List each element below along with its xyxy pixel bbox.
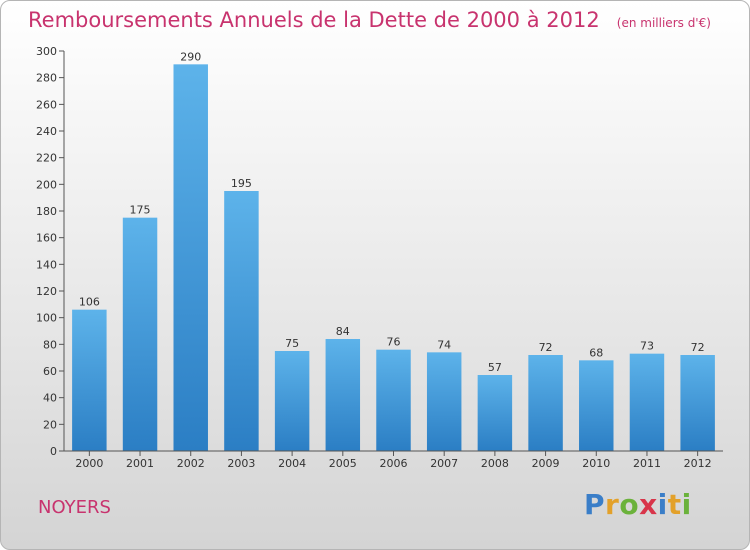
bar-2000 [72,309,107,451]
bar-2001 [122,217,158,451]
commune-name: NOYERS [38,497,111,518]
bar-2006 [376,349,411,451]
bar-2002 [173,64,208,452]
y-tick-label: 140 [36,258,57,271]
x-tick-label-2001: 2001 [126,457,154,470]
y-tick-label: 60 [43,365,57,378]
x-tick-label-2007: 2007 [430,457,458,470]
logo-letter: r [605,488,620,521]
y-tick-label: 0 [50,445,57,458]
bar-2009 [528,355,563,451]
bar-2005 [325,339,361,451]
bars: 106 175 290 195 75 84 76 74 57 72 68 73 72 [72,50,715,452]
y-tick-label: 100 [36,312,57,325]
value-label-2005: 84 [336,325,350,338]
y-tick-label: 280 [36,72,57,85]
value-label-2001: 175 [130,204,151,217]
x-tick-label-2006: 2006 [380,457,408,470]
value-label-2009: 72 [539,341,553,354]
x-tick-label-2005: 2005 [329,457,357,470]
x-tick-label-2009: 2009 [532,457,560,470]
logo-letter: P [584,488,606,521]
y-tick-label: 20 [43,418,57,431]
logo-letter: i [681,488,692,521]
y-tick-label: 180 [36,205,57,218]
value-label-2007: 74 [437,338,451,351]
proxiti-logo[interactable]: Proxiti [584,488,692,521]
y-tick-label: 200 [36,178,57,191]
value-label-2004: 75 [285,337,299,350]
y-tick-label: 40 [43,392,57,405]
logo-letter: i [657,488,668,521]
bar-2012 [680,355,715,451]
bar-2003 [224,191,259,451]
x-tick-label-2010: 2010 [582,457,610,470]
logo-letter: o [619,488,640,521]
y-tick-label: 80 [43,338,57,351]
bar-2011 [629,353,665,451]
value-label-2010: 68 [589,346,603,359]
y-tick-label: 240 [36,125,57,138]
y-tick-label: 260 [36,98,57,111]
value-label-2006: 76 [387,336,401,349]
bar-2008 [477,375,513,451]
x-tick-label-2004: 2004 [278,457,306,470]
y-tick-label: 120 [36,285,57,298]
x-tick-label-2000: 2000 [75,457,103,470]
value-label-2002: 290 [180,50,201,63]
title-unit: (en milliers d'€) [616,16,711,30]
x-tick-label-2003: 2003 [227,457,255,470]
value-label-2003: 195 [231,177,252,190]
value-label-2011: 73 [640,340,654,353]
x-tick-label-2002: 2002 [177,457,205,470]
y-tick-label: 160 [36,232,57,245]
bar-2010 [579,360,614,451]
y-axis: 0 20 40 60 80 100 120 140 160 180 200 220 240 260 280 3… [36,45,65,458]
title-main: Remboursements Annuels de la Dette de 20… [28,8,600,32]
logo-letter: t [667,488,682,521]
y-tick-label: 220 [36,152,57,165]
logo-letter: x [639,488,658,521]
bar-2007 [426,352,462,451]
x-tick-label-2012: 2012 [684,457,712,470]
value-label-2008: 57 [488,361,502,374]
x-tick-label-2008: 2008 [481,457,509,470]
x-axis: 2000 2001 2002 2003 2004 2005 2006 2007 2008 2009… [64,450,723,470]
value-label-2012: 72 [691,341,705,354]
value-label-2000: 106 [79,296,100,309]
bar-2004 [274,351,310,451]
x-tick-label-2011: 2011 [633,457,661,470]
chart-title: Remboursements Annuels de la Dette de 20… [28,8,711,32]
y-tick-label: 300 [36,45,57,58]
